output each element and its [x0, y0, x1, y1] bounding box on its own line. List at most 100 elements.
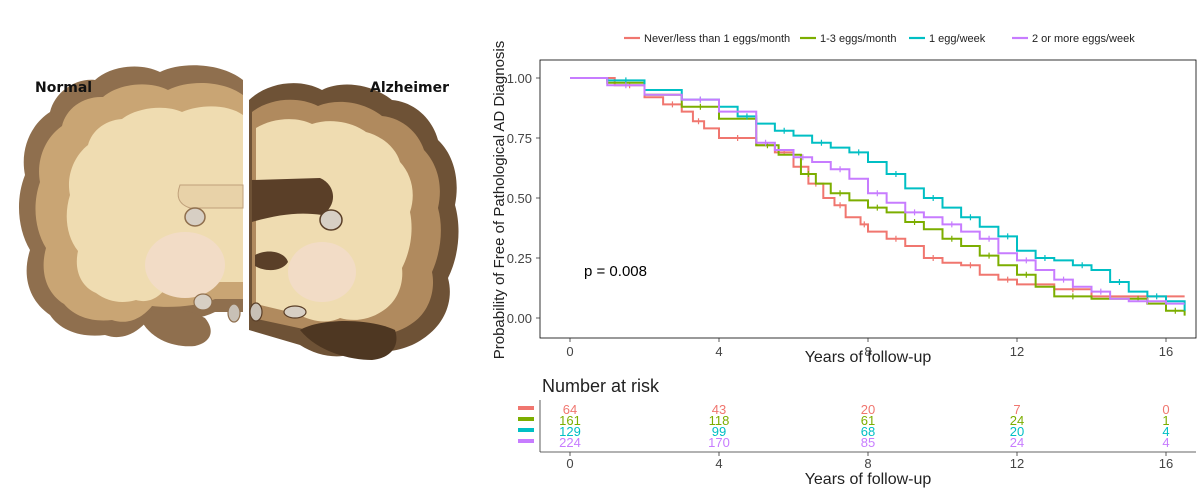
legend-label-3: 1 egg/week [929, 33, 986, 45]
alzheimer-basal-ganglia [288, 242, 356, 302]
censor-mark [930, 195, 937, 201]
censor-mark [837, 202, 844, 209]
alzheimer-temporal-atrophy [300, 321, 397, 360]
survival-curve-series-1 [570, 77, 1185, 298]
censor-mark [986, 252, 993, 259]
x-tick-label: 16 [1159, 344, 1173, 359]
risk-table-title: Number at risk [542, 376, 660, 396]
censor-mark [1041, 255, 1048, 261]
risk-x-tick-label: 4 [715, 456, 722, 471]
censor-mark [734, 135, 741, 141]
censor-mark [1004, 276, 1011, 283]
x-axis-label: Years of follow-up [805, 349, 932, 366]
risk-count: 43 [712, 402, 726, 417]
risk-x-tick-label: 12 [1010, 456, 1024, 471]
legend: Never/less than 1 eggs/month 1-3 eggs/mon… [624, 33, 1135, 45]
censor-mark [762, 139, 769, 146]
censor-mark [967, 262, 974, 269]
x-tick-label: 8 [864, 344, 871, 359]
censor-mark [799, 154, 806, 161]
y-axis-label: Probability of Free of Pathological AD D… [491, 41, 508, 360]
y-tick-label: 1.00 [507, 71, 532, 86]
alzheimer-third-ventricle [255, 251, 288, 271]
censor-mark [781, 127, 788, 134]
censor-mark [855, 149, 862, 156]
legend-label-1: Never/less than 1 eggs/month [644, 33, 790, 45]
alzheimer-ventricle-node [319, 209, 343, 231]
censor-mark [743, 113, 750, 120]
alzheimer-hippocampus [283, 305, 307, 319]
risk-row-key-2 [518, 417, 534, 421]
p-value-annotation: p = 0.008 [584, 263, 647, 280]
risk-count: 24 [1010, 435, 1024, 450]
censor-mark [892, 235, 899, 242]
censor-mark [892, 171, 899, 177]
y-tick-label: 0.25 [507, 251, 532, 266]
risk-table-xlabel: Years of follow-up [805, 471, 932, 488]
censor-mark [948, 221, 955, 228]
censor-mark [1172, 307, 1179, 314]
risk-count: 0 [1162, 402, 1169, 417]
risk-count: 85 [861, 435, 875, 450]
censor-mark [1153, 293, 1160, 300]
normal-brain-hemisphere [18, 65, 244, 347]
censor-mark [911, 219, 918, 225]
censor-mark [1023, 271, 1030, 278]
risk-row-key-4 [518, 439, 534, 443]
legend-label-2: 1-3 eggs/month [820, 33, 896, 45]
censor-mark [1144, 298, 1151, 305]
censor-mark [911, 209, 918, 216]
brain-coronal-sections: Normal Alzheimer [18, 65, 459, 360]
alzheimer-brain-hemisphere [249, 83, 459, 360]
alzheimer-label: Alzheimer [370, 80, 449, 96]
censor-mark [1079, 262, 1086, 269]
risk-count: 224 [559, 435, 581, 450]
risk-x-tick-label: 8 [864, 456, 871, 471]
risk-count: 118 [709, 413, 730, 428]
risk-count: 4 [1162, 424, 1169, 439]
censor-mark [837, 190, 844, 197]
x-axis: 0 4 8 12 16 [566, 338, 1173, 359]
censor-mark [967, 214, 974, 221]
risk-count: 68 [861, 424, 875, 439]
censor-mark [874, 204, 881, 211]
censor-mark [986, 235, 993, 242]
y-tick-label: 0.50 [507, 191, 532, 206]
km-chart: Never/less than 1 eggs/month 1-3 eggs/mon… [491, 33, 1197, 488]
y-axis: 0.00 0.25 0.50 0.75 1.00 [507, 71, 540, 326]
censor-mark [695, 118, 702, 125]
risk-x-tick-label: 16 [1159, 456, 1173, 471]
normal-brainstem-cut [227, 303, 241, 323]
risk-count: 1 [1162, 413, 1169, 428]
censor-mark [818, 139, 825, 146]
alzheimer-enlarged-ventricle [252, 178, 334, 222]
legend-label-4: 2 or more eggs/week [1032, 33, 1135, 45]
normal-temporal-fold [140, 308, 211, 347]
normal-label: Normal [35, 80, 92, 96]
normal-ventricle [184, 207, 206, 227]
risk-x-tick-label: 0 [566, 456, 573, 471]
x-tick-label: 12 [1010, 344, 1024, 359]
risk-count: 20 [1010, 424, 1024, 439]
risk-count: 7 [1013, 402, 1020, 417]
censor-mark [1116, 279, 1123, 285]
censor-mark [930, 255, 937, 261]
x-tick-label: 4 [715, 344, 722, 359]
censor-mark [861, 221, 868, 228]
normal-basal-ganglia [145, 232, 225, 298]
brain-illustration: Normal Alzheimer [0, 0, 490, 495]
censor-mark [1069, 293, 1076, 300]
survival-curve-series-2 [570, 77, 1186, 316]
x-tick-label: 0 [566, 344, 573, 359]
y-tick-label: 0.00 [507, 311, 532, 326]
censor-mark [874, 190, 881, 197]
normal-corpus-callosum [177, 184, 244, 209]
risk-count: 161 [559, 413, 581, 428]
km-figure: Never/less than 1 eggs/month 1-3 eggs/mon… [490, 0, 1200, 495]
normal-hippocampus [193, 293, 213, 311]
y-tick-label: 0.75 [507, 131, 532, 146]
risk-count: 99 [712, 424, 726, 439]
risk-count: 64 [563, 402, 577, 417]
risk-count: 24 [1010, 413, 1024, 428]
risk-count: 20 [861, 402, 875, 417]
